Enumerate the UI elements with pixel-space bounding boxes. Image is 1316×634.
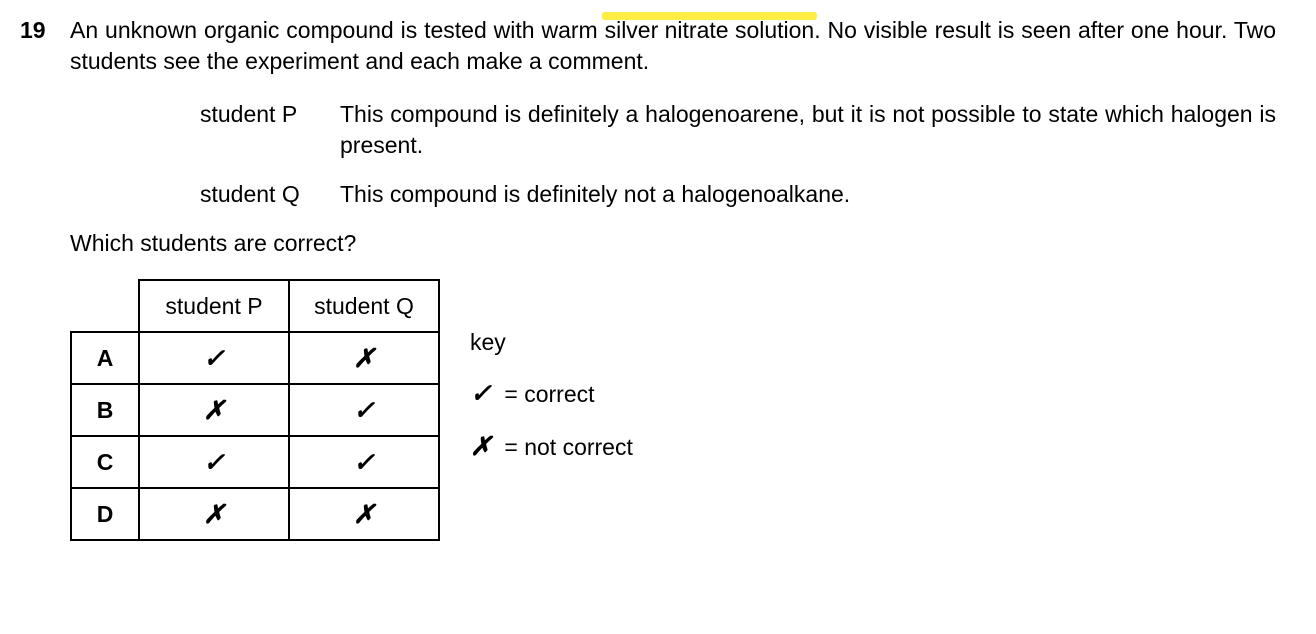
cross-icon: ✗ — [470, 429, 498, 464]
which-prompt: Which students are correct? — [70, 228, 1276, 259]
student-text: This compound is definitely not a haloge… — [340, 179, 1276, 210]
check-icon: ✓ — [353, 396, 375, 425]
check-icon: ✓ — [353, 448, 375, 477]
key-legend: key ✓ = correct ✗ = not correct — [470, 327, 633, 482]
row-label: D — [71, 488, 139, 540]
table-row: C ✓ ✓ — [71, 436, 439, 488]
check-icon: ✓ — [470, 376, 498, 411]
intro-warm: warm — [541, 17, 597, 43]
check-icon: ✓ — [203, 344, 225, 373]
student-row: student Q This compound is definitely no… — [200, 179, 1276, 210]
key-title: key — [470, 327, 633, 358]
key-incorrect: ✗ = not correct — [470, 429, 633, 464]
student-label: student P — [200, 99, 340, 161]
key-incorrect-text: = not correct — [498, 434, 633, 460]
question-number: 19 — [20, 15, 70, 46]
question-intro: An unknown organic compound is tested wi… — [70, 15, 1276, 77]
student-row: student P This compound is definitely a … — [200, 99, 1276, 161]
table-corner — [71, 280, 139, 332]
row-label: C — [71, 436, 139, 488]
cross-icon: ✗ — [203, 500, 225, 529]
col-header-p: student P — [139, 280, 289, 332]
question-body: An unknown organic compound is tested wi… — [70, 15, 1276, 541]
check-icon: ✓ — [203, 448, 225, 477]
table-row: D ✗ ✗ — [71, 488, 439, 540]
cross-icon: ✗ — [353, 500, 375, 529]
key-correct: ✓ = correct — [470, 376, 633, 411]
table-row: B ✗ ✓ — [71, 384, 439, 436]
student-comments: student P This compound is definitely a … — [200, 99, 1276, 210]
cross-icon: ✗ — [353, 344, 375, 373]
intro-pre: An unknown organic compound is tested wi… — [70, 17, 541, 43]
student-text: This compound is definitely a halogenoar… — [340, 99, 1276, 161]
row-label: B — [71, 384, 139, 436]
answer-table: student P student Q A ✓ ✗ B ✗ ✓ C ✓ ✓ — [70, 279, 440, 541]
col-header-q: student Q — [289, 280, 439, 332]
key-correct-text: = correct — [498, 381, 595, 407]
highlight-silver-nitrate: silver nitrate solution — [605, 15, 815, 46]
row-label: A — [71, 332, 139, 384]
cross-icon: ✗ — [203, 396, 225, 425]
student-label: student Q — [200, 179, 340, 210]
table-row: A ✓ ✗ — [71, 332, 439, 384]
table-header-row: student P student Q — [71, 280, 439, 332]
